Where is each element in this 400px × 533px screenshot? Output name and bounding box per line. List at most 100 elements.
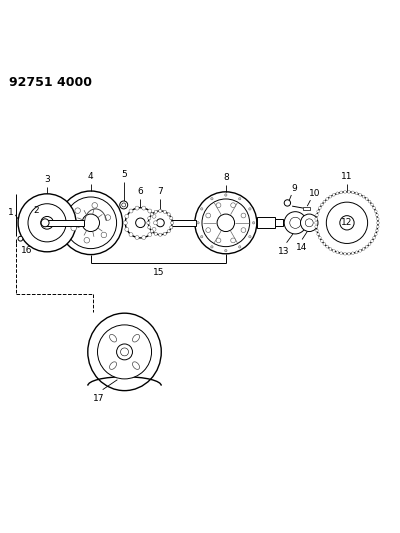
Circle shape bbox=[98, 325, 152, 379]
Circle shape bbox=[217, 214, 234, 231]
Circle shape bbox=[315, 217, 318, 220]
Circle shape bbox=[171, 221, 174, 224]
Circle shape bbox=[323, 243, 326, 245]
Circle shape bbox=[318, 236, 321, 239]
Circle shape bbox=[284, 212, 306, 234]
Circle shape bbox=[148, 209, 152, 213]
Ellipse shape bbox=[88, 313, 161, 391]
Text: 6: 6 bbox=[138, 187, 143, 196]
Circle shape bbox=[376, 214, 378, 216]
Circle shape bbox=[371, 203, 374, 206]
Circle shape bbox=[71, 225, 76, 231]
Circle shape bbox=[225, 194, 227, 196]
Circle shape bbox=[320, 240, 323, 243]
Circle shape bbox=[59, 191, 122, 255]
Text: 15: 15 bbox=[152, 268, 164, 277]
Circle shape bbox=[340, 191, 342, 194]
Circle shape bbox=[105, 215, 111, 220]
Circle shape bbox=[326, 245, 329, 248]
Circle shape bbox=[373, 206, 376, 209]
Circle shape bbox=[365, 198, 368, 200]
Circle shape bbox=[200, 208, 203, 210]
Circle shape bbox=[326, 198, 329, 200]
Circle shape bbox=[238, 198, 241, 200]
Text: 2: 2 bbox=[33, 206, 39, 215]
Circle shape bbox=[365, 245, 368, 248]
Circle shape bbox=[211, 198, 213, 200]
Circle shape bbox=[344, 252, 346, 255]
Circle shape bbox=[125, 228, 129, 231]
Circle shape bbox=[241, 228, 246, 232]
Circle shape bbox=[200, 236, 203, 238]
Circle shape bbox=[249, 208, 251, 210]
Text: 12: 12 bbox=[341, 219, 353, 227]
Circle shape bbox=[284, 200, 290, 206]
Circle shape bbox=[142, 236, 146, 239]
Circle shape bbox=[340, 216, 354, 230]
Circle shape bbox=[317, 233, 320, 236]
Circle shape bbox=[154, 221, 158, 225]
Circle shape bbox=[231, 238, 236, 243]
Circle shape bbox=[323, 200, 326, 203]
Circle shape bbox=[156, 219, 164, 227]
Circle shape bbox=[332, 193, 335, 196]
Circle shape bbox=[84, 238, 90, 243]
Text: 13: 13 bbox=[278, 247, 289, 256]
Circle shape bbox=[123, 221, 127, 225]
Circle shape bbox=[148, 216, 151, 220]
Circle shape bbox=[152, 214, 156, 218]
Text: 5: 5 bbox=[121, 169, 127, 179]
Circle shape bbox=[348, 252, 350, 255]
Circle shape bbox=[231, 203, 236, 207]
Circle shape bbox=[329, 247, 332, 251]
Circle shape bbox=[206, 228, 210, 232]
Circle shape bbox=[305, 219, 313, 227]
Circle shape bbox=[135, 236, 139, 239]
Circle shape bbox=[300, 214, 318, 231]
Circle shape bbox=[373, 236, 376, 239]
Circle shape bbox=[315, 225, 318, 228]
Circle shape bbox=[148, 232, 152, 237]
Circle shape bbox=[348, 190, 350, 193]
Bar bbox=[276, 219, 283, 227]
Circle shape bbox=[122, 203, 126, 207]
Bar bbox=[303, 207, 310, 209]
Circle shape bbox=[167, 230, 170, 233]
Text: 8: 8 bbox=[223, 173, 229, 182]
Circle shape bbox=[362, 195, 365, 198]
Circle shape bbox=[344, 190, 346, 193]
Circle shape bbox=[368, 200, 371, 203]
Circle shape bbox=[65, 197, 116, 248]
Circle shape bbox=[241, 213, 246, 218]
Circle shape bbox=[355, 192, 358, 195]
Circle shape bbox=[120, 348, 128, 356]
Circle shape bbox=[147, 221, 150, 224]
Circle shape bbox=[216, 238, 221, 243]
Text: 17: 17 bbox=[92, 393, 104, 402]
Circle shape bbox=[152, 228, 156, 231]
Circle shape bbox=[225, 249, 227, 252]
Text: 92751 4000: 92751 4000 bbox=[9, 76, 92, 89]
Circle shape bbox=[75, 208, 80, 213]
Circle shape bbox=[290, 217, 301, 228]
Circle shape bbox=[316, 192, 378, 254]
Circle shape bbox=[136, 218, 145, 228]
Circle shape bbox=[332, 249, 335, 252]
Text: 16: 16 bbox=[21, 246, 32, 255]
Circle shape bbox=[18, 236, 23, 241]
Circle shape bbox=[125, 208, 156, 238]
Circle shape bbox=[150, 230, 154, 233]
Text: 4: 4 bbox=[88, 172, 94, 181]
Circle shape bbox=[120, 201, 128, 209]
Circle shape bbox=[163, 232, 166, 236]
Circle shape bbox=[202, 199, 250, 247]
Ellipse shape bbox=[132, 334, 140, 342]
Circle shape bbox=[362, 247, 365, 251]
Circle shape bbox=[148, 226, 151, 229]
Circle shape bbox=[129, 232, 133, 237]
Circle shape bbox=[336, 251, 339, 254]
Circle shape bbox=[371, 240, 374, 243]
Circle shape bbox=[329, 195, 332, 198]
Circle shape bbox=[92, 203, 98, 208]
Bar bbox=[44, 220, 84, 225]
